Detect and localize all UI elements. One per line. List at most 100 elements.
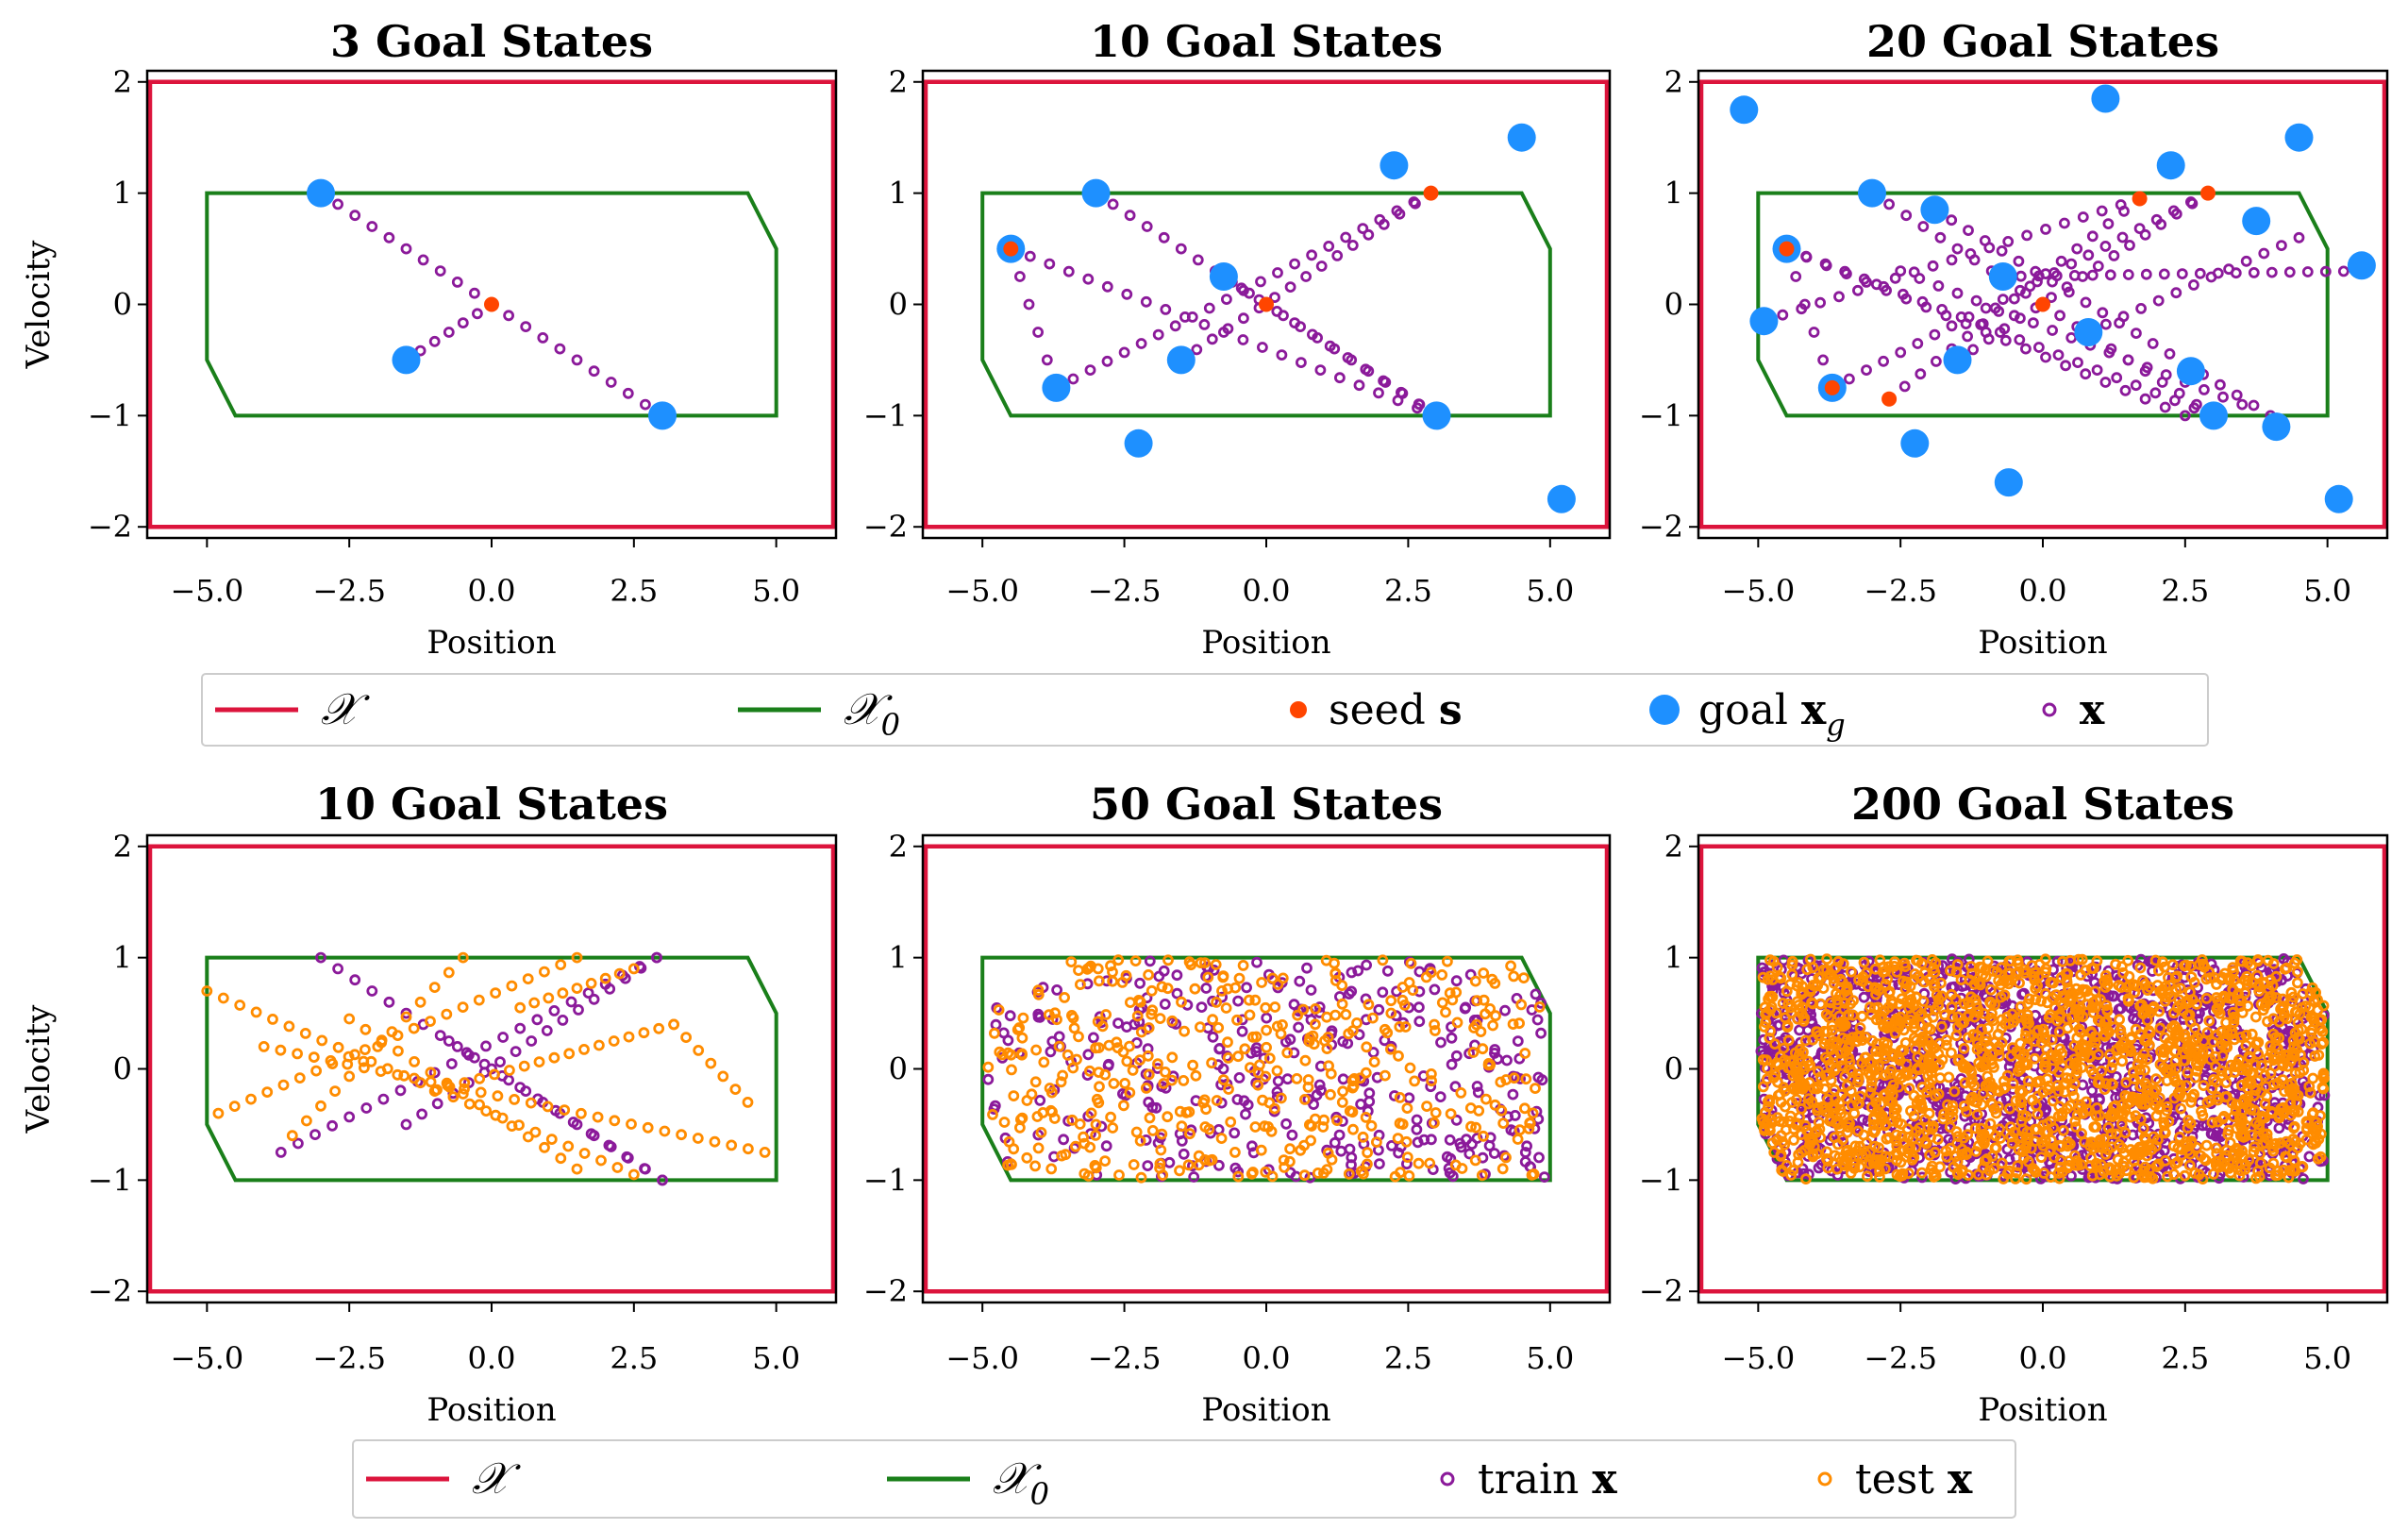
goal-point: [1920, 195, 1949, 225]
legend-item: seed s: [1290, 686, 1463, 734]
test-point: [2110, 1044, 2122, 1056]
test-point: [514, 1001, 527, 1014]
train-point: [1532, 1113, 1545, 1125]
train-point: [1293, 1021, 1304, 1033]
test-point: [1513, 1017, 1525, 1030]
test-point: [1380, 1069, 1391, 1082]
test-point: [2259, 1069, 2271, 1082]
trajectory-point: [2119, 384, 2132, 396]
test-point: [343, 1013, 356, 1025]
test-point: [1477, 1043, 1489, 1055]
test-point: [358, 1055, 370, 1067]
test-point: [1998, 1083, 2010, 1095]
test-point: [2212, 1094, 2224, 1106]
test-point: [414, 996, 426, 1008]
test-point: [578, 1044, 590, 1055]
test-point: [441, 1008, 453, 1020]
train-point: [1280, 1036, 1292, 1048]
test-point: [2253, 985, 2266, 997]
trajectory-point: [1915, 368, 1927, 380]
test-point: [1811, 1126, 1822, 1138]
test-point: [1778, 1042, 1790, 1054]
train-point: [1463, 1148, 1476, 1160]
test-point: [1518, 972, 1530, 983]
trajectory-point: [1980, 327, 1992, 338]
test-point: [1469, 1154, 1481, 1167]
trajectory-point: [1206, 333, 1218, 345]
train-point: [1095, 1120, 1108, 1133]
test-point: [2158, 961, 2170, 973]
test-point: [1197, 1097, 1210, 1109]
test-point: [275, 1044, 287, 1056]
legend-label-text: seed: [1329, 686, 1439, 734]
test-point: [1302, 1074, 1314, 1085]
legend-label-bold: s: [1439, 686, 1463, 734]
test-point: [1870, 988, 1881, 1000]
trajectory-point: [1861, 276, 1872, 288]
trajectory-point: [1970, 294, 1982, 307]
trajectory-point: [2108, 249, 2120, 261]
train-point: [1499, 1004, 1511, 1017]
trajectory-point: [2111, 372, 2123, 384]
test-point: [1526, 1169, 1538, 1181]
goal-point: [1166, 345, 1196, 375]
test-point: [2292, 1017, 2304, 1029]
trajectory-point: [1946, 254, 1958, 266]
test-point: [2284, 1138, 2296, 1151]
test-point: [2092, 1014, 2104, 1026]
test-point: [1093, 1097, 1105, 1109]
goal-point: [1124, 428, 1153, 458]
test-point: [1312, 1168, 1324, 1179]
test-point: [2048, 1151, 2060, 1164]
test-point: [1775, 1151, 1787, 1162]
test-point: [475, 1086, 487, 1099]
test-point: [1760, 1107, 1771, 1118]
test-point: [1400, 1135, 1413, 1148]
test-point: [2014, 977, 2026, 989]
legend-label-bold: x: [1592, 1455, 1617, 1504]
test-point: [2255, 999, 2267, 1010]
test-point: [1071, 1053, 1082, 1066]
test-point: [2315, 1151, 2327, 1163]
train-point: [1450, 975, 1463, 987]
test-point: [1013, 1022, 1026, 1033]
legend-ring-swatch: [1817, 1471, 1832, 1487]
x-tick-label: 0.0: [1243, 573, 1291, 609]
trajectory-point: [434, 265, 446, 277]
test-point: [2110, 1164, 2122, 1176]
test-point: [1430, 1025, 1441, 1036]
test-point: [1105, 1111, 1116, 1123]
test-point: [1910, 992, 1922, 1003]
y-tick-label: 0: [889, 287, 908, 323]
legend-label: seed s: [1329, 686, 1463, 734]
train-point: [1956, 981, 1968, 992]
test-point: [2258, 977, 2270, 988]
trajectory-point: [554, 343, 566, 355]
trajectory-point: [1118, 346, 1130, 359]
test-point: [2039, 987, 2051, 1000]
trajectory-point: [1861, 364, 1872, 377]
train-point: [2230, 1080, 2242, 1092]
test-point: [542, 1101, 554, 1113]
test-point: [585, 978, 597, 989]
test-point: [626, 1118, 637, 1130]
trajectory-point: [451, 276, 463, 288]
test-point: [2210, 1142, 2222, 1154]
test-point: [2185, 1096, 2198, 1108]
test-point: [1500, 1151, 1512, 1164]
seed-point: [484, 296, 499, 312]
test-point: [525, 1097, 537, 1109]
test-point: [1878, 1019, 1890, 1032]
test-point: [2087, 1007, 2099, 1018]
x-axis-label: Position: [426, 624, 556, 662]
trajectory-point: [400, 243, 412, 255]
test-point: [1184, 1128, 1196, 1140]
trajectory-point: [1084, 364, 1096, 377]
trajectory-point: [2082, 249, 2095, 261]
test-point: [1336, 1097, 1348, 1108]
test-point: [2227, 1157, 2239, 1168]
test-point: [1947, 1105, 1959, 1117]
test-point: [1807, 1151, 1819, 1163]
train-point: [1373, 1003, 1385, 1016]
test-point: [2300, 1122, 2313, 1134]
